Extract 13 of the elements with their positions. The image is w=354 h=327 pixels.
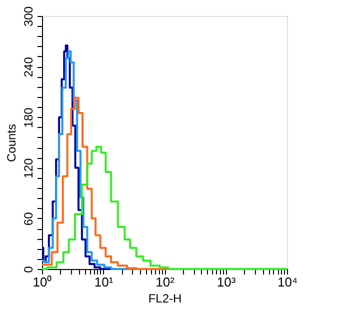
x-tick-label: 10¹ (94, 274, 114, 290)
y-tick-label: 120 (22, 158, 36, 178)
y-tick-label: 60 (22, 212, 36, 226)
x-tick-label: 10⁰ (32, 274, 52, 290)
x-tick-label: 10² (156, 274, 176, 290)
y-tick-label: 300 (22, 6, 36, 27)
y-axis-title: Counts (4, 124, 18, 162)
x-tick-label: 10³ (216, 274, 236, 290)
x-tick-label: 10⁴ (277, 274, 298, 290)
y-tick-label: 180 (22, 107, 36, 128)
x-axis-title: FL2-H (148, 292, 182, 306)
y-tick-label: 0 (22, 266, 36, 273)
y-tick-label: 240 (22, 56, 36, 78)
